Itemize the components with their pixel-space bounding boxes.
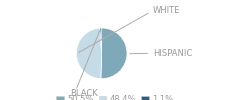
Wedge shape bbox=[76, 28, 102, 79]
Text: BLACK: BLACK bbox=[70, 89, 98, 98]
Wedge shape bbox=[100, 28, 102, 53]
Legend: 50.5%, 48.4%, 1.1%: 50.5%, 48.4%, 1.1% bbox=[56, 95, 173, 100]
Text: HISPANIC: HISPANIC bbox=[153, 49, 192, 58]
Wedge shape bbox=[101, 28, 127, 79]
Text: WHITE: WHITE bbox=[153, 6, 180, 15]
